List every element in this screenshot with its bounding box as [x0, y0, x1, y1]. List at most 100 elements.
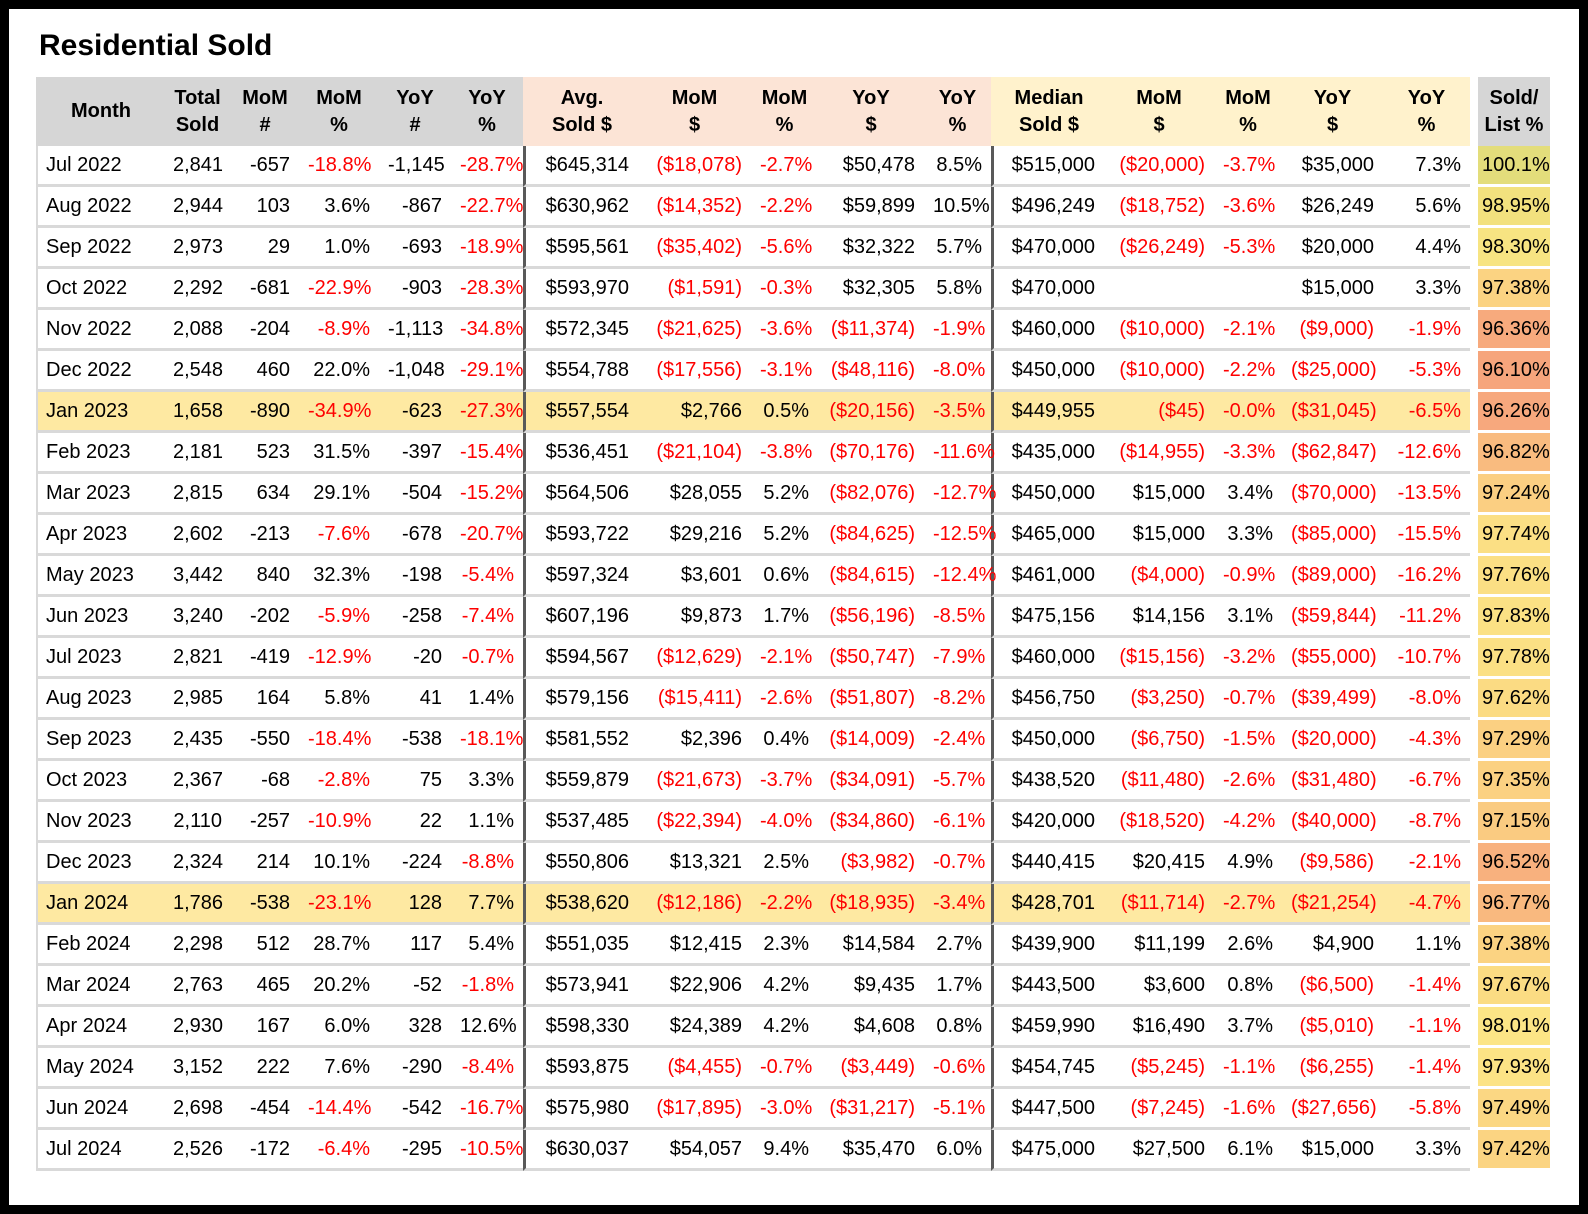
table-row: Oct 2022 2,292 -681 -22.9% -903 -28.3% $593,97… — [36, 269, 1550, 310]
cell-med-mom-dollar: $14,156 — [1104, 597, 1214, 638]
cell-yoy-num: -1,113 — [379, 310, 451, 351]
cell-med-yoy-pct: -15.5% — [1383, 515, 1470, 556]
cell-total-sold: 2,548 — [164, 351, 231, 392]
cell-med-mom-pct: 2.6% — [1214, 925, 1282, 966]
cell-total-sold: 3,240 — [164, 597, 231, 638]
cell-sold-list: 97.74% — [1478, 515, 1550, 556]
cell-avg-yoy-pct: -12.4% — [924, 556, 996, 597]
cell-avg-mom-pct: -5.6% — [751, 228, 818, 269]
cell-yoy-num: 128 — [379, 884, 451, 925]
cell-sold-list: 96.36% — [1478, 310, 1550, 351]
cell-avg-mom-pct: 0.5% — [751, 392, 818, 433]
cell-med-sold: $447,500 — [991, 1089, 1104, 1130]
cell-med-mom-dollar: ($18,520) — [1104, 802, 1214, 843]
cell-sold-list: 97.38% — [1478, 269, 1550, 310]
cell-sold-list: 96.82% — [1478, 433, 1550, 474]
cell-avg-yoy-pct: -6.1% — [924, 802, 991, 843]
cell-yoy-num: -623 — [379, 392, 451, 433]
row-spacer — [1470, 597, 1478, 638]
table-row: Sep 2023 2,435 -550 -18.4% -538 -18.1% $581,55… — [36, 720, 1550, 761]
row-spacer — [1470, 679, 1478, 720]
cell-avg-sold: $557,554 — [523, 392, 638, 433]
cell-med-sold: $450,000 — [991, 474, 1104, 515]
cell-mom-num: 460 — [231, 351, 299, 392]
cell-med-yoy-pct: -12.6% — [1383, 433, 1470, 474]
cell-med-yoy-dollar: ($31,480) — [1282, 761, 1383, 802]
cell-avg-mom-dollar: $2,396 — [638, 720, 751, 761]
cell-med-sold: $515,000 — [991, 146, 1104, 187]
cell-med-sold: $454,745 — [991, 1048, 1104, 1089]
cell-avg-mom-pct: -0.7% — [751, 1048, 818, 1089]
cell-med-mom-dollar: $3,600 — [1104, 966, 1214, 1007]
cell-avg-sold: $593,875 — [523, 1048, 638, 1089]
cell-avg-mom-pct: 0.6% — [751, 556, 818, 597]
cell-avg-mom-dollar: $22,906 — [638, 966, 751, 1007]
table-row: Apr 2023 2,602 -213 -7.6% -678 -20.7% $593,722… — [36, 515, 1550, 556]
cell-avg-sold: $573,941 — [523, 966, 638, 1007]
cell-month: Nov 2023 — [36, 802, 164, 843]
cell-mom-num: -538 — [231, 884, 299, 925]
cell-total-sold: 2,110 — [164, 802, 231, 843]
cell-mom-pct: -6.4% — [299, 1130, 379, 1171]
cell-med-sold: $460,000 — [991, 310, 1104, 351]
cell-total-sold: 2,292 — [164, 269, 231, 310]
cell-avg-sold: $593,970 — [523, 269, 638, 310]
cell-mom-num: -202 — [231, 597, 299, 638]
cell-med-mom-pct: 6.1% — [1214, 1130, 1282, 1171]
cell-med-yoy-dollar: $15,000 — [1282, 269, 1383, 310]
cell-mom-pct: 22.0% — [299, 351, 379, 392]
cell-avg-mom-pct: -0.3% — [751, 269, 818, 310]
cell-med-yoy-dollar: $15,000 — [1282, 1130, 1383, 1171]
cell-mom-num: 167 — [231, 1007, 299, 1048]
cell-med-yoy-pct: -1.1% — [1383, 1007, 1470, 1048]
cell-avg-mom-pct: 5.2% — [751, 515, 818, 556]
table-row: Feb 2023 2,181 523 31.5% -397 -15.4% $536,451(… — [36, 433, 1550, 474]
cell-med-sold: $459,990 — [991, 1007, 1104, 1048]
cell-yoy-pct: -29.1% — [451, 351, 523, 392]
cell-month: Oct 2022 — [36, 269, 164, 310]
page-title: Residential Sold — [39, 29, 273, 62]
cell-med-yoy-dollar: $26,249 — [1282, 187, 1383, 228]
cell-avg-mom-pct: -3.1% — [751, 351, 818, 392]
cell-med-mom-dollar: ($10,000) — [1104, 351, 1214, 392]
cell-mom-num: 164 — [231, 679, 299, 720]
cell-total-sold: 2,985 — [164, 679, 231, 720]
cell-yoy-pct: -5.4% — [451, 556, 523, 597]
cell-avg-sold: $537,485 — [523, 802, 638, 843]
cell-avg-mom-dollar: $28,055 — [638, 474, 751, 515]
cell-month: Apr 2023 — [36, 515, 164, 556]
cell-avg-mom-dollar: ($35,402) — [638, 228, 751, 269]
cell-month: Nov 2022 — [36, 310, 164, 351]
cell-yoy-num: -20 — [379, 638, 451, 679]
header-avg-mom-dollar: MoM $ — [638, 77, 751, 146]
cell-yoy-pct: -15.4% — [451, 433, 523, 474]
cell-med-mom-dollar: ($26,249) — [1104, 228, 1214, 269]
cell-avg-yoy-dollar: ($34,091) — [818, 761, 924, 802]
cell-med-yoy-pct: 4.4% — [1383, 228, 1470, 269]
cell-mom-pct: 10.1% — [299, 843, 379, 884]
cell-med-sold: $440,415 — [991, 843, 1104, 884]
cell-avg-mom-pct: -2.2% — [751, 884, 818, 925]
cell-mom-pct: 5.8% — [299, 679, 379, 720]
header-sold-list: Sold/List % — [1478, 77, 1550, 146]
cell-med-yoy-dollar: ($9,586) — [1282, 843, 1383, 884]
header-avg-mom-pct: MoM% — [751, 77, 818, 146]
cell-yoy-num: -903 — [379, 269, 451, 310]
cell-mom-pct: -5.9% — [299, 597, 379, 638]
row-spacer — [1470, 556, 1478, 597]
cell-sold-list: 97.83% — [1478, 597, 1550, 638]
cell-avg-mom-dollar: ($12,186) — [638, 884, 751, 925]
table-row: Jun 2024 2,698 -454 -14.4% -542 -16.7% $575,98… — [36, 1089, 1550, 1130]
cell-med-yoy-pct: -8.7% — [1383, 802, 1470, 843]
cell-mom-pct: -18.8% — [299, 146, 379, 187]
cell-mom-pct: 31.5% — [299, 433, 379, 474]
cell-avg-yoy-dollar: $35,470 — [818, 1130, 924, 1171]
cell-total-sold: 2,088 — [164, 310, 231, 351]
cell-total-sold: 2,698 — [164, 1089, 231, 1130]
cell-avg-yoy-pct: 2.7% — [924, 925, 991, 966]
cell-mom-num: -454 — [231, 1089, 299, 1130]
row-spacer — [1470, 228, 1478, 269]
header-total-sold: Total Sold — [164, 77, 231, 146]
cell-avg-mom-dollar: ($15,411) — [638, 679, 751, 720]
cell-avg-yoy-pct: -2.4% — [924, 720, 991, 761]
